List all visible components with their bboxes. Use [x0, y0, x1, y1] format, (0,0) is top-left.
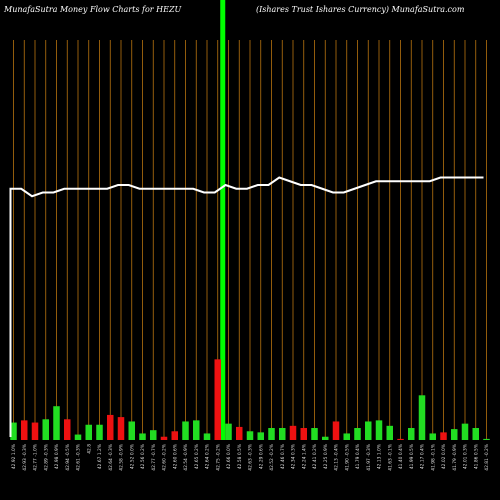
chart-title-left: MunafaSutra Money Flow Charts for HEZU — [4, 5, 182, 14]
x-tick-label: 42.54 -0.9% — [183, 444, 189, 471]
x-tick-label: 42.58 -0.9% — [119, 444, 125, 471]
money-flow-line — [9, 176, 484, 437]
x-tick-label: 42.75 -0.2% — [215, 444, 221, 471]
volume-bar — [21, 420, 28, 440]
x-tick-label: 42.01 0.3% — [463, 444, 469, 469]
volume-bar — [225, 423, 232, 440]
volume-bar — [10, 422, 17, 440]
volume-bar — [332, 421, 340, 440]
volume-bar — [193, 420, 200, 440]
highlight-bar — [220, 0, 226, 440]
volume-bar — [461, 423, 469, 440]
x-tick-label: 41.40 0.4% — [398, 444, 404, 469]
x-tick-label: 42.56 0.2% — [140, 444, 146, 469]
volume-bar — [214, 359, 221, 440]
volume-bar — [117, 417, 125, 440]
x-tick-label: 42.34 0.3% — [291, 444, 297, 469]
volume-bar — [160, 436, 168, 440]
x-tick-label: 42.64 -0.3% — [108, 444, 114, 471]
volume-bar — [74, 434, 82, 440]
x-tick-label: 42.60 0.6% — [172, 444, 178, 469]
x-tick-label: 42.52 -0.2% — [269, 444, 275, 471]
volume-bar — [257, 432, 264, 440]
volume-bar — [246, 431, 254, 440]
x-tick-label: 42.81 -0.2% — [484, 444, 490, 471]
volume-bar — [354, 428, 361, 440]
volume-bar — [311, 428, 318, 440]
x-tick-label: 42.60 -0.2% — [162, 444, 168, 471]
x-tick-label: 42.02 0.0% — [441, 444, 447, 469]
volume-bar — [42, 419, 49, 440]
volume-bar — [128, 421, 135, 440]
volume-bar — [182, 421, 189, 440]
volume-bar — [408, 428, 415, 440]
volume-bar — [365, 421, 372, 440]
x-tick-label: 41.97 -0.3% — [366, 444, 372, 471]
x-tick-label: 41.86 0.5% — [473, 444, 479, 469]
volume-bar — [268, 428, 275, 440]
chart-title-right: (Ishares Trust Ishares Currency) MunafaS… — [256, 5, 465, 14]
x-tick-label: 42.29 0.6% — [258, 444, 264, 469]
volume-bar — [386, 425, 393, 440]
volume-bar — [171, 431, 178, 440]
volume-bar — [289, 425, 297, 440]
x-tick-label: 42.65 0.2% — [194, 444, 200, 469]
volume-bar — [418, 395, 426, 440]
x-tick-label: 42.17 0.4% — [420, 444, 426, 469]
volume-bar — [279, 428, 286, 440]
volume-bar — [203, 433, 211, 440]
x-tick-label: 42.8 — [86, 444, 92, 454]
x-tick-label: 42.77 -0.7% — [151, 444, 157, 471]
volume-bar — [107, 414, 114, 440]
x-tick-label: 42.25 0.9% — [323, 444, 329, 469]
volume-bar — [300, 428, 307, 440]
x-tick-label: 42.61 -0.3% — [76, 444, 82, 471]
volume-bar — [85, 424, 92, 440]
volume-bar — [64, 419, 71, 440]
x-tick-label: 42.52 0.0% — [129, 444, 135, 469]
x-tick-label: 42.89 -0.3% — [43, 444, 49, 471]
volume-bar — [343, 433, 350, 440]
x-tick-label: 41.99 0.5% — [409, 444, 415, 469]
x-tick-label: 42.66 0.0% — [226, 444, 232, 469]
volume-bar — [483, 438, 490, 440]
x-tick-label: 41.63 -0.1% — [387, 444, 393, 471]
volume-bar — [53, 406, 60, 440]
x-tick-label: 42.67 1.2% — [97, 444, 103, 469]
volume-bar — [150, 430, 157, 440]
x-tick-label: 41.79 -0.9% — [452, 444, 458, 471]
volume-bar — [429, 433, 436, 440]
x-tick-label: 42.24 1.4% — [301, 444, 307, 469]
x-tick-label: 41.79 0.4% — [355, 444, 361, 469]
volume-bar — [397, 438, 404, 440]
x-tick-label: 42.64 0.2% — [205, 444, 211, 469]
volume-bar — [472, 428, 479, 440]
x-tick-label: 42.58 0.5% — [237, 444, 243, 469]
x-tick-label: 42.98 0.9% — [54, 444, 60, 469]
x-tick-label: 41.98 -0.1% — [430, 444, 436, 471]
volume-bar — [31, 422, 39, 440]
volume-bar — [236, 426, 243, 440]
volume-bar — [451, 429, 458, 440]
volume-bar — [375, 420, 383, 440]
x-tick-label: 42.41 0.2% — [312, 444, 318, 469]
x-tick-label: 42.93 -0.3% — [22, 444, 28, 471]
volume-bar — [322, 436, 329, 440]
x-tick-label: 42.46 0.7% — [280, 444, 286, 469]
volume-bar — [139, 433, 146, 440]
x-tick-label: 42.13 -0.4% — [334, 444, 340, 471]
x-tick-label: 42.77 -1.0% — [33, 444, 39, 471]
volume-bar — [96, 424, 103, 440]
x-tick-label: 42.63 -0.3% — [248, 444, 254, 471]
volume-bar — [440, 432, 447, 440]
x-tick-label: 41.90 -0.5% — [344, 444, 350, 471]
x-tick-label: 42.13 1.0% — [377, 444, 383, 469]
x-tick-label: 42.92 1.0% — [11, 444, 17, 469]
x-tick-label: 42.94 -0.5% — [65, 444, 71, 471]
